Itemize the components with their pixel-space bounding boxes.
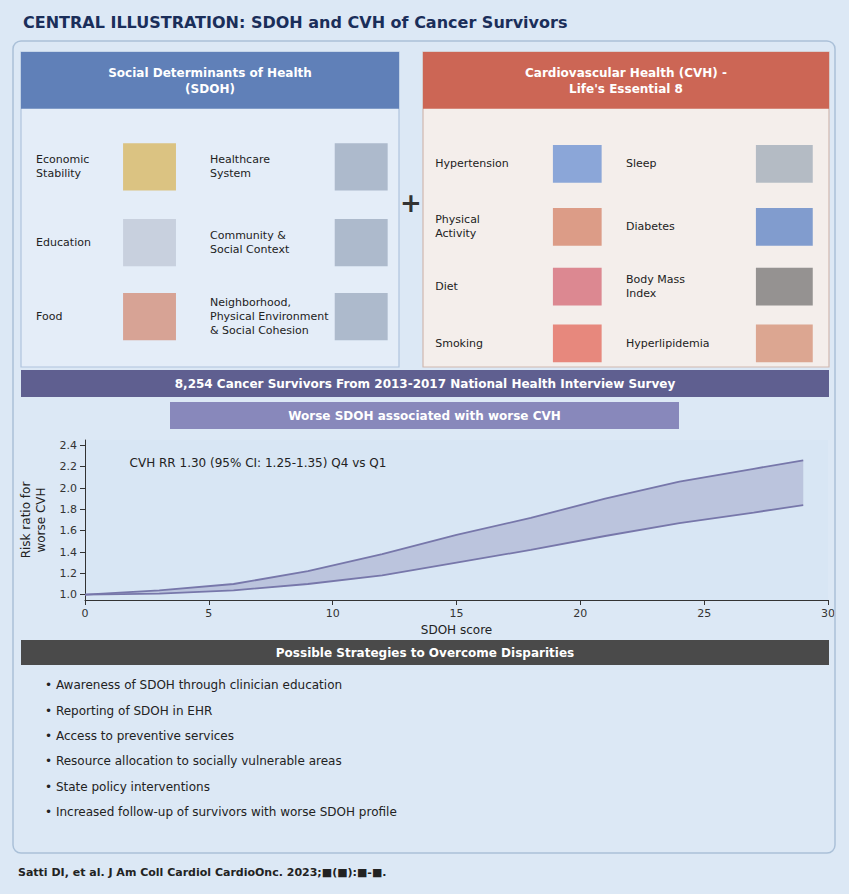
svg-text:Cardiovascular Health (CVH) -: Cardiovascular Health (CVH) - [525, 66, 727, 80]
svg-text:20: 20 [573, 607, 587, 620]
svg-text:Risk ratio for: Risk ratio for [19, 482, 33, 559]
svg-text:• State policy interventions: • State policy interventions [45, 780, 210, 794]
svg-text:25: 25 [697, 607, 711, 620]
svg-text:Diet: Diet [435, 280, 458, 293]
svg-text:Activity: Activity [435, 227, 477, 240]
svg-text:Diabetes: Diabetes [626, 220, 675, 233]
svg-text:& Social Cohesion: & Social Cohesion [210, 324, 309, 337]
svg-text:Social Determinants of Health: Social Determinants of Health [108, 66, 312, 80]
svg-text:Physical: Physical [435, 213, 480, 226]
svg-text:Community &: Community & [210, 229, 286, 242]
svg-text:Body Mass: Body Mass [626, 273, 685, 286]
svg-text:Sleep: Sleep [626, 157, 657, 170]
svg-text:• Increased follow-up of survi: • Increased follow-up of survivors with … [45, 805, 397, 819]
svg-text:CENTRAL ILLUSTRATION: SDOH and: CENTRAL ILLUSTRATION: SDOH and CVH of Ca… [23, 13, 567, 32]
svg-text:30: 30 [821, 607, 835, 620]
svg-text:Physical Environment: Physical Environment [210, 310, 329, 323]
svg-text:Worse SDOH associated with wor: Worse SDOH associated with worse CVH [288, 409, 561, 423]
svg-text:2.0: 2.0 [60, 482, 78, 495]
svg-text:Healthcare: Healthcare [210, 153, 270, 166]
svg-text:Index: Index [626, 287, 657, 300]
svg-text:10: 10 [326, 607, 340, 620]
svg-text:5: 5 [205, 607, 212, 620]
svg-text:8,254 Cancer Survivors From 20: 8,254 Cancer Survivors From 2013-2017 Na… [175, 377, 676, 391]
svg-text:Hyperlipidemia: Hyperlipidemia [626, 337, 709, 350]
svg-text:CVH RR 1.30 (95% CI: 1.25-1.35: CVH RR 1.30 (95% CI: 1.25-1.35) Q4 vs Q1 [130, 456, 387, 470]
svg-text:Smoking: Smoking [435, 337, 483, 350]
svg-text:Satti DI, et al. J Am Coll Car: Satti DI, et al. J Am Coll Cardiol Cardi… [18, 866, 387, 879]
svg-text:worse CVH: worse CVH [34, 487, 48, 552]
svg-text:• Resource allocation to socia: • Resource allocation to socially vulner… [45, 754, 342, 768]
svg-text:Food: Food [36, 310, 62, 323]
svg-text:1.4: 1.4 [60, 546, 78, 559]
svg-text:Stability: Stability [36, 167, 81, 180]
svg-text:2.2: 2.2 [60, 460, 78, 473]
svg-text:Possible Strategies to Overcom: Possible Strategies to Overcome Disparit… [276, 646, 574, 660]
svg-text:(SDOH): (SDOH) [185, 82, 235, 96]
svg-text:1.0: 1.0 [60, 588, 78, 601]
svg-text:Hypertension: Hypertension [435, 157, 509, 170]
svg-text:• Reporting of SDOH in EHR: • Reporting of SDOH in EHR [45, 704, 212, 718]
svg-text:• Access to preventive service: • Access to preventive services [45, 729, 234, 743]
svg-text:1.8: 1.8 [60, 503, 78, 516]
svg-text:Neighborhood,: Neighborhood, [210, 296, 291, 309]
svg-text:1.6: 1.6 [60, 524, 78, 537]
svg-text:System: System [210, 167, 251, 180]
svg-text:Education: Education [36, 236, 91, 249]
svg-text:+: + [400, 188, 422, 218]
svg-text:Life's Essential 8: Life's Essential 8 [569, 82, 683, 96]
svg-text:1.2: 1.2 [60, 567, 78, 580]
svg-text:Economic: Economic [36, 153, 89, 166]
svg-text:0: 0 [82, 607, 89, 620]
svg-text:• Awareness of SDOH through cl: • Awareness of SDOH through clinician ed… [45, 678, 342, 692]
svg-text:Social Context: Social Context [210, 243, 290, 256]
svg-text:2.4: 2.4 [60, 439, 78, 452]
svg-text:15: 15 [450, 607, 464, 620]
svg-text:SDOH score: SDOH score [421, 623, 492, 637]
